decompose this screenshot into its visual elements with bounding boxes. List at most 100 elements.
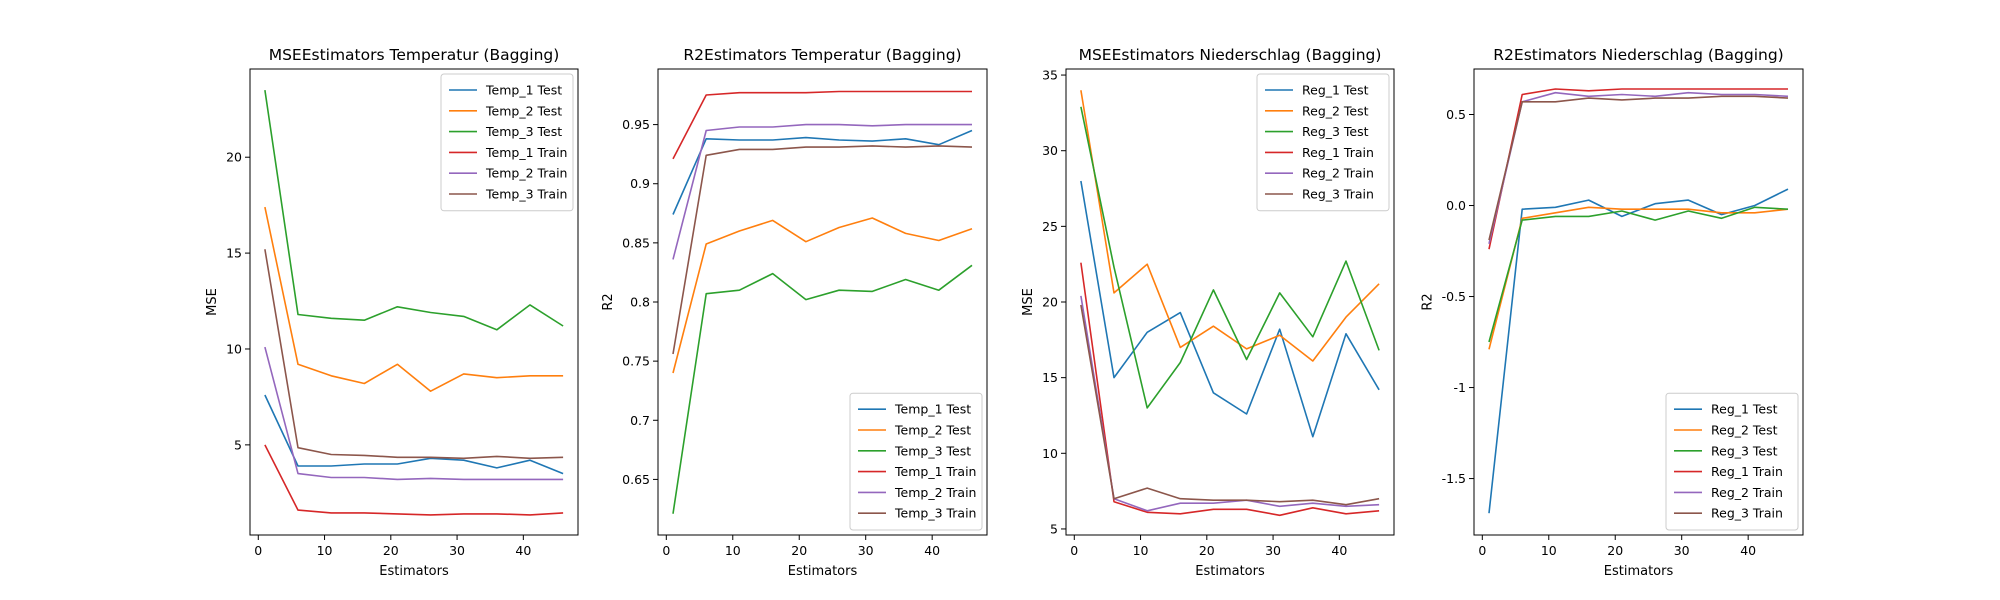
- y-tick-label: 35: [1042, 68, 1058, 83]
- legend-label: Temp_3 Train: [485, 187, 567, 202]
- x-tick-label: 10: [1541, 543, 1557, 558]
- x-tick-label: 40: [924, 543, 940, 558]
- legend-label: Reg_3 Train: [1302, 187, 1374, 202]
- x-axis-label: Estimators: [1195, 564, 1265, 579]
- series-line-reg-2-train: [1080, 295, 1380, 512]
- x-axis-label: Estimators: [379, 564, 449, 579]
- legend: Reg_1 Test Reg_2 Test Reg_3 Test Reg_1 Trai…: [1665, 392, 1799, 531]
- legend-box: [849, 392, 983, 531]
- series-line-reg-3-test: [1488, 206, 1789, 343]
- y-tick-label: 15: [1042, 370, 1058, 385]
- x-tick-label: 10: [317, 543, 333, 558]
- x-tick-label: 20: [1199, 543, 1215, 558]
- series-line-temp-2-test: [672, 217, 973, 374]
- y-tick-label: 10: [226, 341, 242, 356]
- x-tick-label: 40: [515, 543, 531, 558]
- legend-label: Reg_2 Test: [1711, 423, 1778, 438]
- y-tick-label: 5: [1050, 521, 1058, 536]
- legend-label: Temp_2 Train: [485, 166, 567, 181]
- x-axis-label: Estimators: [1604, 564, 1674, 579]
- legend-label: Temp_1 Train: [485, 145, 567, 160]
- legend-label: Reg_1 Test: [1302, 83, 1369, 98]
- legend-label: Temp_3 Test: [485, 124, 562, 139]
- x-tick-label: 10: [1133, 543, 1149, 558]
- y-tick-label: 0.0: [1446, 198, 1466, 213]
- series-line-reg-2-test: [1080, 90, 1380, 362]
- y-tick-label: 20: [226, 150, 242, 165]
- y-tick-label: 0.75: [622, 354, 650, 369]
- x-tick-label: 40: [1740, 543, 1756, 558]
- legend-label: Temp_3 Test: [894, 443, 971, 458]
- series-line-reg-1-train: [1080, 262, 1380, 517]
- legend-label: Reg_1 Train: [1302, 145, 1374, 160]
- legend-label: Temp_2 Train: [894, 485, 976, 500]
- x-tick-label: 0: [254, 543, 262, 558]
- x-tick-label: 0: [662, 543, 670, 558]
- series-line-temp-2-train: [672, 123, 972, 260]
- y-tick-label: 0.8: [630, 295, 650, 310]
- chart-panel-2: R2Estimators Temperatur (Bagging) Estimat…: [601, 46, 988, 579]
- series-line-temp-1-test: [672, 129, 973, 215]
- legend-label: Reg_2 Test: [1302, 103, 1369, 118]
- x-axis-label: Estimators: [788, 564, 858, 579]
- y-axis-label: R2: [601, 293, 616, 310]
- legend-box: [1665, 392, 1799, 531]
- series-line-reg-3-train: [1488, 95, 1789, 241]
- chart-panel-3: MSEEstimators Niederschlag (Bagging) Esti…: [1021, 46, 1395, 579]
- series-line-reg-1-test: [1488, 188, 1789, 514]
- legend-label: Temp_3 Train: [894, 506, 976, 521]
- series-line-reg-1-test: [1080, 180, 1380, 438]
- y-tick-label: -1: [1454, 380, 1466, 395]
- legend-label: Reg_3 Train: [1711, 506, 1783, 521]
- series-line-temp-3-train: [672, 145, 973, 355]
- y-tick-label: 30: [1042, 143, 1058, 158]
- series-line-reg-2-train: [1488, 91, 1789, 244]
- series-line-reg-1-train: [1488, 88, 1788, 250]
- legend: Temp_1 Test Temp_2 Test Temp_3 Test Temp_1 …: [440, 73, 574, 212]
- x-tick-label: 30: [1265, 543, 1281, 558]
- legend-label: Reg_2 Train: [1302, 166, 1374, 181]
- series-line-temp-1-train: [672, 90, 972, 160]
- y-tick-label: 0.7: [630, 413, 650, 428]
- x-tick-label: 30: [858, 543, 874, 558]
- x-tick-label: 30: [449, 543, 465, 558]
- y-tick-label: 0.95: [622, 117, 650, 132]
- y-axis-label: MSE: [1021, 288, 1036, 316]
- series-line-temp-3-train: [264, 249, 564, 460]
- y-tick-label: 25: [1042, 219, 1058, 234]
- legend-label: Temp_2 Test: [485, 103, 562, 118]
- x-tick-label: 20: [383, 543, 399, 558]
- series-line-temp-1-test: [264, 394, 564, 475]
- x-tick-label: 20: [1607, 543, 1623, 558]
- legend-label: Reg_3 Test: [1302, 124, 1369, 139]
- chart-title: MSEEstimators Niederschlag (Bagging): [1079, 46, 1382, 64]
- plot-frame: [1473, 68, 1804, 536]
- legend-label: Temp_2 Test: [894, 423, 971, 438]
- plot-frame: [249, 68, 579, 536]
- y-tick-label: 15: [226, 246, 242, 261]
- legend-label: Temp_1 Test: [485, 83, 562, 98]
- series-line-temp-3-test: [672, 264, 973, 514]
- series-line-reg-3-test: [1080, 106, 1380, 409]
- y-tick-label: 5: [234, 437, 242, 452]
- y-tick-label: 0.9: [630, 176, 650, 191]
- y-tick-label: 0.65: [622, 472, 650, 487]
- legend: Temp_1 Test Temp_2 Test Temp_3 Test Temp_1 …: [849, 392, 983, 531]
- y-tick-label: -1.5: [1442, 471, 1466, 486]
- x-tick-label: 0: [1070, 543, 1078, 558]
- legend-label: Reg_2 Train: [1711, 485, 1783, 500]
- legend-label: Temp_1 Train: [894, 464, 976, 479]
- x-tick-label: 10: [725, 543, 741, 558]
- plot-frame: [1065, 68, 1395, 536]
- series-line-temp-2-train: [264, 346, 564, 481]
- series-line-temp-1-train: [264, 444, 564, 516]
- legend-label: Temp_1 Test: [894, 402, 971, 417]
- series-line-temp-2-test: [264, 206, 564, 393]
- series-line-temp-3-test: [264, 89, 564, 331]
- chart-title: R2Estimators Temperatur (Bagging): [683, 46, 961, 64]
- y-tick-label: -0.5: [1442, 289, 1466, 304]
- legend-box: [1256, 73, 1390, 212]
- x-tick-label: 30: [1674, 543, 1690, 558]
- chart-panel-4: R2Estimators Niederschlag (Bagging) Estim…: [1421, 46, 1804, 579]
